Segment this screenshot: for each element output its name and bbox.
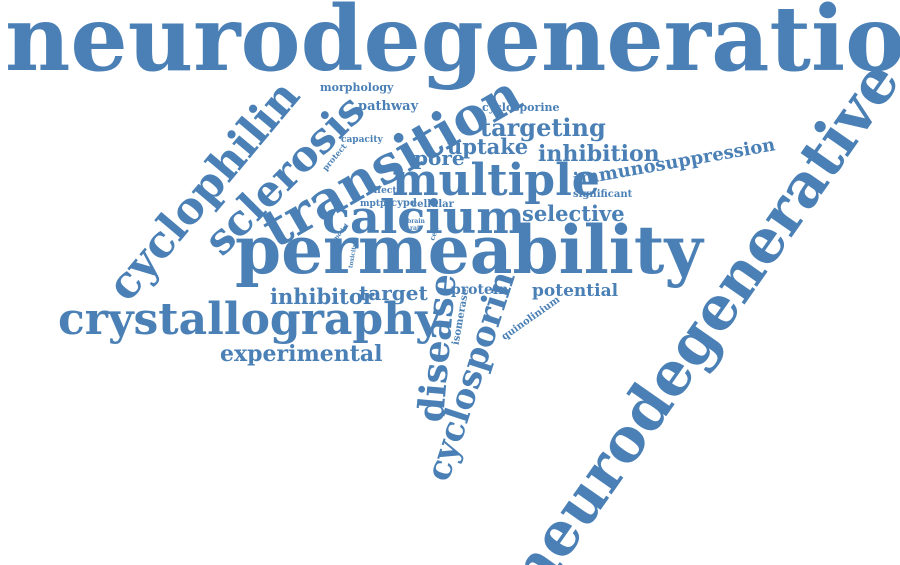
word-potential: potential — [532, 281, 619, 301]
word-morphology: morphology — [320, 81, 394, 94]
word-rat: rat — [410, 225, 420, 232]
word-neurodegeneration: neurodegeneration — [5, 0, 900, 92]
word-experimental: experimental — [220, 341, 383, 367]
word-protein: protein — [451, 282, 509, 298]
word-target: target — [359, 281, 428, 305]
word-brain: brain — [407, 218, 425, 225]
word-effect: effect — [368, 186, 397, 196]
word-cypd: cypd — [391, 198, 417, 209]
word-permeability: permeability — [235, 211, 703, 289]
word-multiple: multiple — [392, 155, 600, 206]
word-significant: significant — [573, 189, 633, 200]
word-cellular: cellular — [411, 199, 454, 210]
word-targeting: targeting — [480, 113, 606, 142]
word-crystallography: crystallography — [58, 294, 441, 345]
word-selective: selective — [522, 201, 625, 226]
word-pore: pore — [414, 146, 465, 170]
word-capacity: capacity — [341, 135, 383, 145]
word-uptake: uptake — [447, 134, 529, 159]
word-calcium: calcium — [322, 190, 525, 244]
word-mptp: mptp — [360, 199, 387, 209]
word-inhibitor: inhibitor — [270, 284, 374, 309]
word-inhibition: inhibition — [538, 141, 660, 167]
word-cyclosporine: cyclosporine — [482, 101, 560, 114]
word-pathway: pathway — [358, 99, 419, 114]
